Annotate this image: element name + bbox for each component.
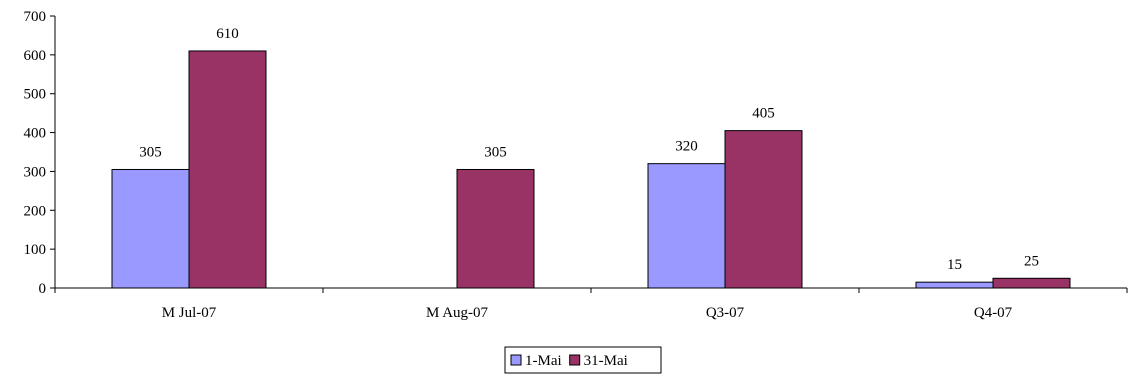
data-label: 405	[752, 106, 775, 122]
x-category-label: M Jul-07	[162, 305, 217, 321]
data-label: 15	[947, 257, 962, 273]
bar-1-mai	[111, 168, 190, 289]
y-tick-label: 500	[24, 87, 47, 103]
data-label: 320	[675, 139, 698, 155]
bar-31-mai	[724, 130, 803, 289]
x-category-label: Q4-07	[974, 305, 1013, 321]
data-labels: 305 320 15 610 305 405 25	[139, 26, 1039, 273]
x-category-label: Q3-07	[706, 305, 745, 321]
legend-box	[504, 346, 662, 374]
bar-1-mai	[915, 281, 994, 289]
y-tick-label: 400	[24, 126, 47, 142]
data-label: 305	[139, 144, 162, 160]
legend-swatch	[569, 354, 581, 366]
bar-31-mai	[188, 50, 267, 289]
x-axis: M Jul-07 M Aug-07 Q3-07 Q4-07	[54, 287, 1128, 321]
y-tick-label: 200	[24, 203, 47, 219]
y-tick-label: 100	[24, 242, 47, 258]
legend-swatch	[510, 354, 522, 366]
legend: 1-Mai 31-Mai	[504, 346, 662, 374]
y-axis: 0 100 200 300 400 500 600 700	[24, 9, 56, 297]
y-tick-label: 700	[24, 9, 47, 25]
y-tick-label: 600	[24, 48, 47, 64]
bar-31-mai	[992, 277, 1071, 289]
data-label: 305	[484, 144, 507, 160]
bar-31-mai	[456, 168, 535, 289]
bars	[111, 50, 1071, 289]
bar-1-mai	[647, 163, 726, 289]
legend-label: 1-Mai	[525, 353, 562, 369]
y-tick-label: 0	[39, 281, 47, 297]
legend-label: 31-Mai	[584, 353, 628, 369]
y-tick-label: 300	[24, 164, 47, 180]
data-label: 610	[216, 26, 239, 42]
x-category-label: M Aug-07	[426, 305, 489, 321]
data-label: 25	[1024, 253, 1039, 269]
